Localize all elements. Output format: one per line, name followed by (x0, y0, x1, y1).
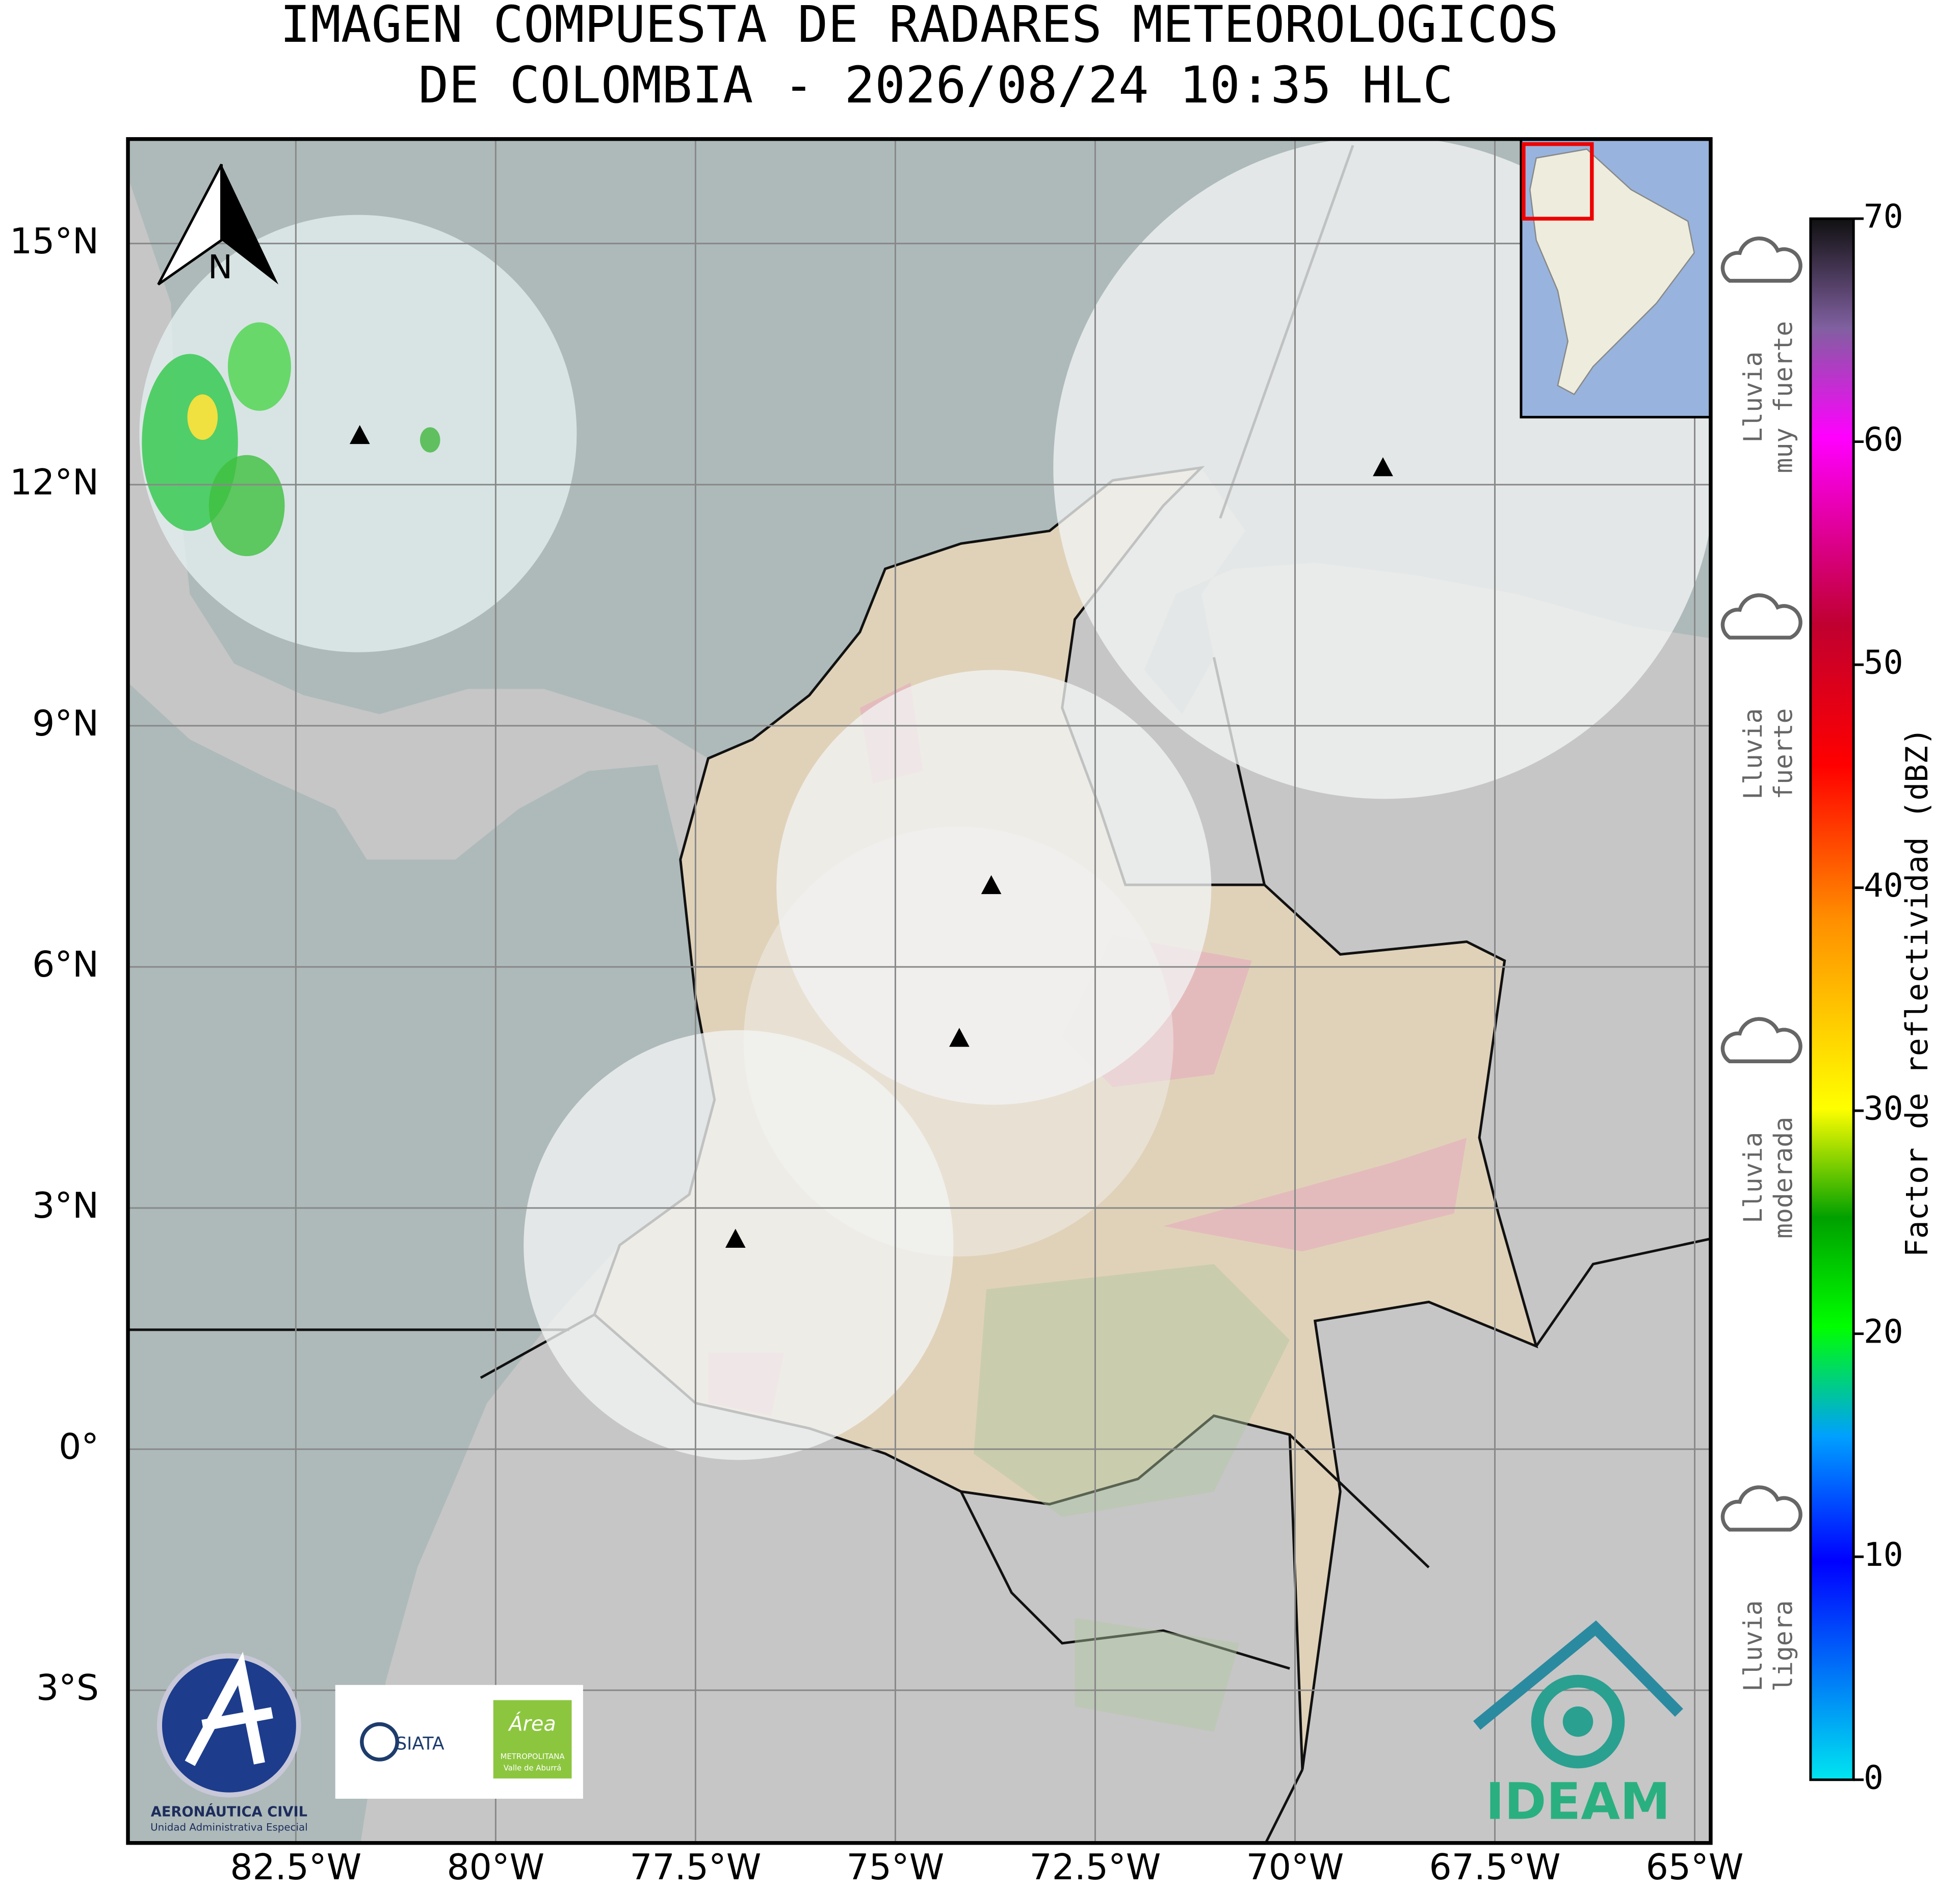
radar-site (1373, 457, 1393, 477)
x-tick-label: 65°W (1646, 1847, 1744, 1888)
colorbar-ticks: 0 10 20 30 40 50 60 70 (1853, 198, 1903, 1797)
x-tick-label: 82.5°W (230, 1847, 361, 1888)
logo-text: Unidad Administrativa Especial (150, 1822, 308, 1833)
graticule (128, 139, 1711, 1843)
inset-box (1522, 142, 1594, 221)
logo-area-bg (493, 1700, 572, 1779)
arrow-half (221, 164, 279, 284)
x-tick-label: 80°W (447, 1847, 545, 1888)
x-tick-label: 75°W (847, 1847, 945, 1888)
colorbar-tick-label: 50 (1864, 644, 1903, 682)
y-tick-label: 3°N (32, 1186, 99, 1226)
inset-land (1529, 148, 1695, 396)
border (128, 145, 1711, 1843)
colorbar-tick-label: 60 (1864, 421, 1903, 459)
map-frame (126, 137, 1713, 1845)
rain-label: Lluvia (1738, 708, 1768, 800)
colorbar-tick-label: 30 (1864, 1090, 1903, 1128)
logo-sun (360, 1722, 399, 1762)
logo-text: SIATA (396, 1734, 445, 1754)
y-tick-label: 12°N (10, 462, 99, 503)
green-overlay (974, 1264, 1290, 1732)
echo (420, 427, 440, 453)
echo (208, 455, 285, 557)
title-line: IMAGEN COMPUESTA DE RADARES METEOROLOGIC… (280, 0, 1558, 54)
x-tick-label: 72.5°W (1029, 1847, 1161, 1888)
logo-aero: AERONÁUTICA CIVIL Unidad Administrativa … (150, 1651, 308, 1833)
radar-site (349, 425, 370, 444)
echo (187, 394, 218, 440)
echoes (142, 322, 440, 557)
y-tick-label: 9°N (32, 703, 99, 744)
logo-swirl (1562, 1706, 1593, 1737)
logo-text: Área (508, 1712, 556, 1736)
rain-label: Lluvia (1738, 352, 1768, 443)
colorbar-tick-label: 40 (1864, 866, 1903, 905)
rain-label: ligera (1769, 1600, 1798, 1692)
y-tick-label: 15°N (10, 221, 99, 262)
logo-text: METROPOLITANA (501, 1752, 565, 1761)
x-tick-label: 67.5°W (1429, 1847, 1561, 1888)
inset-map (1520, 139, 1711, 418)
cloud-icon (1720, 237, 1802, 283)
x-tick-label: 77.5°W (630, 1847, 761, 1888)
radar-site (981, 875, 1002, 895)
y-tick-label: 6°N (32, 944, 99, 985)
radar-sites (349, 425, 1393, 1248)
rain-label: muy fuerte (1769, 321, 1798, 473)
logo-text: IDEAM (1485, 1773, 1670, 1831)
logo-a (185, 1651, 273, 1766)
radar-site (949, 1028, 970, 1047)
logo-ideam: IDEAM (1473, 1620, 1683, 1831)
rain-label: moderada (1769, 1117, 1798, 1239)
cloud-icon (1720, 1485, 1802, 1532)
echo (227, 322, 291, 411)
logo-partners: SIATA Área METROPOLITANA Valle de Aburrá (335, 1685, 583, 1799)
colorbar-tick-label: 20 (1864, 1312, 1903, 1351)
colorbar-label: Factor de reflectividad (dBZ) (1900, 727, 1935, 1257)
pacific-ocean (128, 682, 715, 1843)
logo-text: AERONÁUTICA CIVIL (151, 1804, 307, 1820)
radar-site (725, 1228, 746, 1248)
logo-swirl (1531, 1674, 1625, 1769)
title-line: DE COLOMBIA - 2026/08/24 10:35 HLC (419, 56, 1453, 115)
north-arrow: N (157, 164, 279, 286)
y-tick-label: 3°S (36, 1668, 99, 1709)
map-body: N AERONÁUTICA CIVIL Unidad Administrativ… (128, 139, 1711, 1843)
logo-text: Valle de Aburrá (504, 1763, 562, 1772)
north-label: N (208, 248, 232, 286)
logo-roof (1473, 1620, 1683, 1730)
rain-label: Lluvia (1738, 1132, 1768, 1223)
x-tick-label: 70°W (1246, 1847, 1344, 1888)
rain-label: Lluvia (1738, 1600, 1768, 1692)
colorbar-tick-label: 70 (1864, 198, 1903, 236)
colorbar (1809, 217, 1855, 1781)
y-tick-label: 0° (59, 1427, 99, 1467)
colorbar-tick-label: 10 (1864, 1536, 1903, 1574)
colorbar-tick-label: 0 (1864, 1758, 1884, 1797)
cloud-icon (1720, 1017, 1802, 1063)
cloud-icon (1720, 593, 1802, 640)
rain-label: fuerte (1769, 708, 1798, 800)
